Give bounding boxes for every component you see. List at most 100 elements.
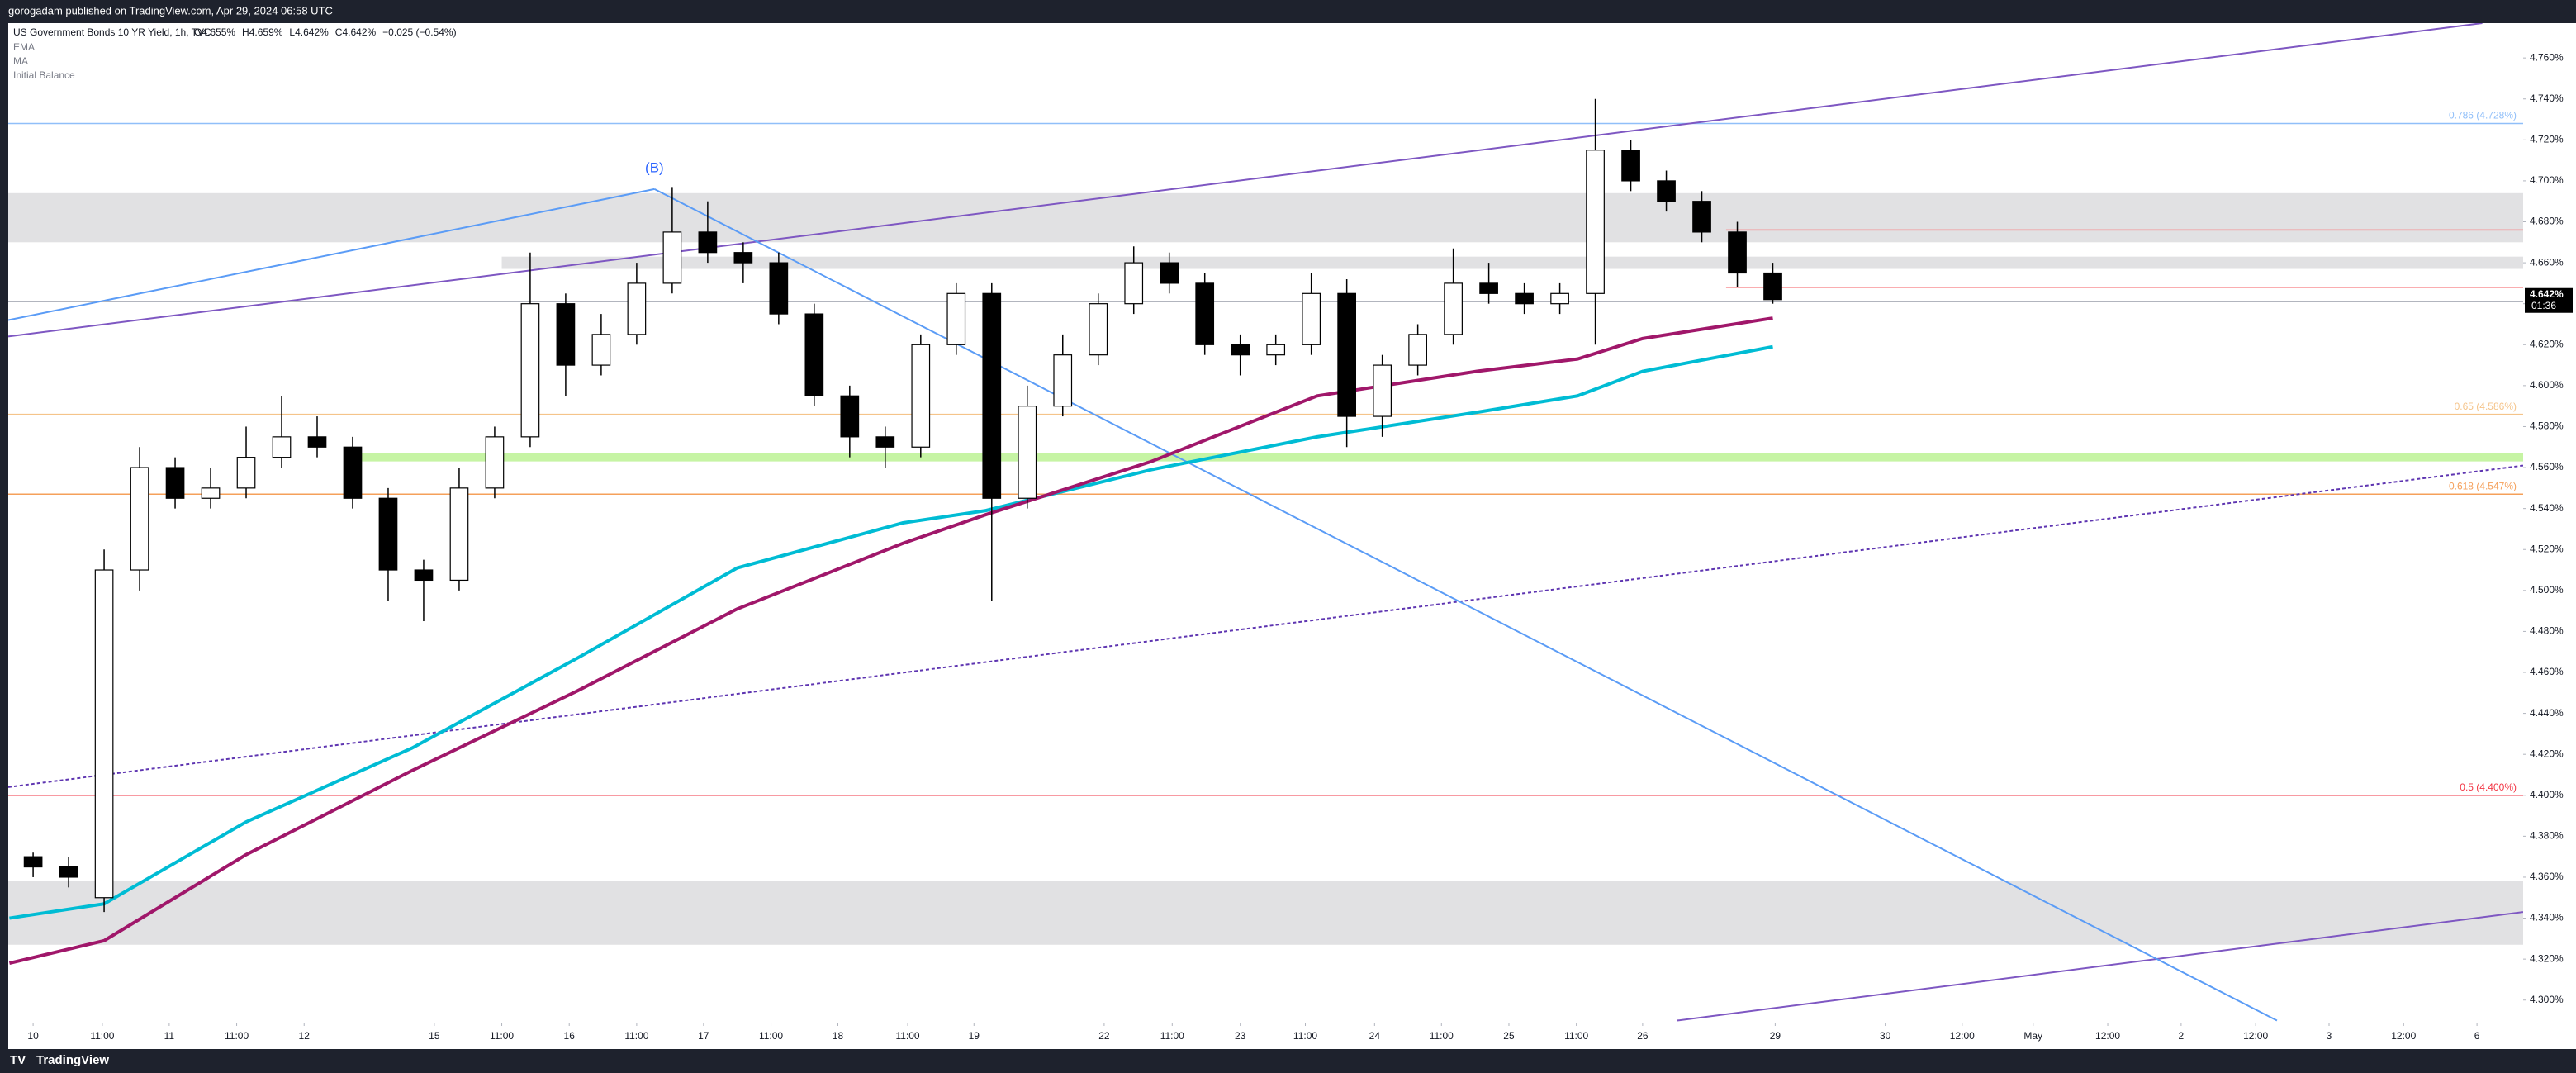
moving-average	[8, 316, 1773, 966]
candle-body	[1089, 303, 1108, 356]
y-tick-label: 4.540%	[2530, 502, 2564, 514]
logo: TV	[10, 1053, 26, 1067]
candle-body	[1515, 292, 1534, 305]
zone	[8, 192, 2523, 243]
level-label: 0.65 (4.586%)	[2455, 401, 2517, 412]
x-tick-label: May	[2023, 1030, 2042, 1042]
x-tick-label: 10	[27, 1030, 39, 1042]
x-tick-label: 11:00	[759, 1030, 783, 1042]
x-tick-label: 11:00	[225, 1030, 249, 1042]
legend-value: −0.025 (−0.54%)	[382, 26, 456, 38]
candle-body	[556, 303, 576, 366]
x-tick-label: 11:00	[1564, 1030, 1588, 1042]
y-tick-label: 4.400%	[2530, 789, 2564, 800]
candle-body	[449, 487, 469, 582]
x-tick-label: 30	[1880, 1030, 1891, 1042]
candle-body	[1160, 262, 1179, 284]
header: gorogadam published on TradingView.com, …	[8, 4, 333, 17]
trendline	[8, 188, 655, 321]
y-tick-label: 4.440%	[2530, 707, 2564, 719]
candle-body	[1657, 180, 1676, 202]
candle-body	[840, 395, 860, 438]
zone	[8, 881, 2523, 945]
legend-value: L4.642%	[289, 26, 329, 38]
level-label: 0.618 (4.547%)	[2449, 480, 2517, 491]
candle-body	[130, 467, 149, 571]
y-tick-label: 4.720%	[2530, 134, 2564, 145]
trendline	[653, 188, 2278, 1022]
candle-body	[662, 231, 682, 284]
candle-body	[1124, 262, 1144, 305]
x-tick-label: 11	[164, 1030, 175, 1042]
y-tick-label: 4.500%	[2530, 584, 2564, 596]
candle-body	[769, 262, 789, 315]
level-label: 0.786 (4.728%)	[2449, 110, 2517, 121]
trendline	[8, 23, 2483, 338]
candle-body	[1550, 292, 1569, 305]
candle-body	[236, 457, 256, 489]
x-tick-label: 12:00	[2391, 1030, 2416, 1042]
y-tick-label: 4.460%	[2530, 666, 2564, 677]
x-tick-label: 29	[1770, 1030, 1781, 1042]
y-tick-label: 4.380%	[2530, 830, 2564, 842]
candle-body	[272, 436, 292, 458]
candle-body	[520, 303, 540, 438]
zone	[501, 256, 2523, 269]
candle-body	[1692, 201, 1711, 233]
x-tick-label: 25	[1503, 1030, 1515, 1042]
x-tick-label: 11:00	[1160, 1030, 1184, 1042]
x-tick-label: 12:00	[2095, 1030, 2120, 1042]
y-tick-label: 4.760%	[2530, 51, 2564, 63]
moving-average	[9, 344, 1773, 920]
x-tick-label: 23	[1235, 1030, 1246, 1042]
legend-value: O4.655%	[194, 26, 235, 38]
candle-body	[591, 334, 611, 366]
candle-body	[1302, 292, 1321, 345]
symbol: US Government Bonds 10 YR Yield, 1h, TVC	[13, 26, 211, 38]
y-tick-label: 4.660%	[2530, 256, 2564, 268]
x-tick-label: 26	[1637, 1030, 1649, 1042]
last-price: 4.642%	[2530, 288, 2564, 300]
candle-body	[627, 282, 647, 335]
level-label: 0.5 (4.400%)	[2460, 781, 2517, 793]
candle-body	[1621, 150, 1640, 182]
candle-body	[1373, 364, 1392, 417]
x-tick-label: 12:00	[1950, 1030, 1975, 1042]
x-tick-label: 12:00	[2243, 1030, 2268, 1042]
legend-value: C4.642%	[335, 26, 377, 38]
candle-body	[911, 344, 931, 448]
candle-body	[733, 252, 753, 264]
candle-body	[1018, 406, 1037, 499]
y-tick-label: 4.580%	[2530, 420, 2564, 432]
x-tick-label: 6	[2474, 1030, 2480, 1042]
legend-values: O4.655% H4.659% L4.642% C4.642% −0.025 (−0.5…	[194, 26, 457, 38]
candle-body	[94, 569, 114, 899]
x-tick-label: 3	[2327, 1030, 2332, 1042]
legend-entry: EMA	[13, 41, 35, 53]
y-tick-label: 4.420%	[2530, 748, 2564, 759]
x-tick-label: 16	[564, 1030, 576, 1042]
trendline	[1677, 911, 2523, 1022]
countdown: 01:36	[2531, 300, 2556, 311]
y-tick-label: 4.360%	[2530, 871, 2564, 882]
candle-body	[698, 231, 718, 254]
candle-body	[1728, 231, 1747, 274]
candle-body	[201, 487, 221, 499]
candle-body	[1053, 354, 1073, 407]
candle-body	[1195, 282, 1215, 345]
candle-body	[1763, 272, 1782, 301]
candle-body	[378, 497, 398, 571]
candle-body	[804, 313, 824, 396]
x-tick-label: 11:00	[895, 1030, 919, 1042]
x-tick-label: 12	[299, 1030, 311, 1042]
x-tick-label: 22	[1098, 1030, 1110, 1042]
candle-body	[414, 569, 434, 582]
legend-entry: Initial Balance	[13, 69, 75, 81]
last-price-tag	[2525, 287, 2573, 313]
footer[interactable]: TradingView	[36, 1053, 109, 1067]
x-tick-label: 17	[698, 1030, 709, 1042]
candle-body	[1479, 282, 1498, 294]
x-tick-label: 19	[969, 1030, 980, 1042]
candle-body	[307, 436, 327, 448]
